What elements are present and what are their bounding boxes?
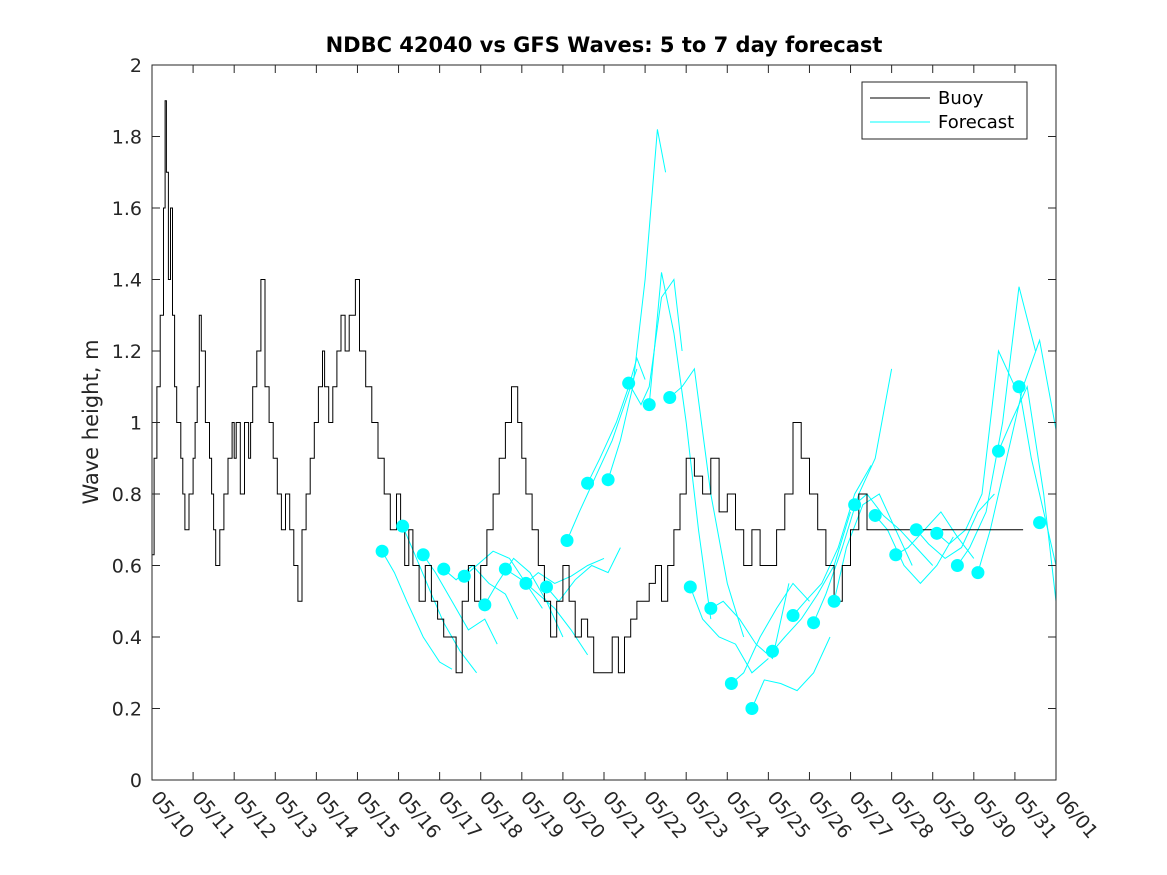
forecast-marker bbox=[991, 444, 1005, 458]
y-tick-label: 1.8 bbox=[112, 127, 142, 149]
forecast-marker bbox=[889, 548, 903, 562]
forecast-marker bbox=[416, 548, 430, 562]
forecast-marker bbox=[765, 644, 779, 658]
forecast-marker bbox=[622, 376, 636, 390]
forecast-marker bbox=[478, 598, 492, 612]
forecast-marker bbox=[396, 519, 410, 533]
y-axis-label: Wave height, m bbox=[79, 339, 103, 504]
y-axis: 0 0.2 0.4 0.6 0.8 1 1.2 1.4 1.6 1.8 2 bbox=[112, 55, 1056, 792]
forecast-line bbox=[956, 286, 1036, 566]
forecast-line bbox=[546, 547, 621, 603]
forecast-line bbox=[381, 550, 453, 670]
forecast-marker bbox=[1012, 380, 1026, 394]
forecast-marker bbox=[786, 609, 800, 623]
forecast-line bbox=[587, 356, 646, 484]
forecast-marker bbox=[642, 398, 656, 412]
y-tick-label: 0.2 bbox=[112, 699, 142, 721]
forecast-marker bbox=[663, 390, 677, 404]
forecast-marker bbox=[827, 594, 841, 608]
legend-forecast-label: Forecast bbox=[938, 112, 1014, 133]
forecast-line bbox=[936, 349, 1016, 545]
forecast-marker bbox=[1033, 516, 1047, 530]
forecast-line bbox=[751, 636, 831, 709]
y-tick-label: 1.4 bbox=[112, 270, 142, 292]
forecast-marker bbox=[539, 580, 553, 594]
forecast-marker bbox=[930, 526, 944, 540]
legend: Buoy Forecast bbox=[861, 81, 1028, 140]
buoy-line bbox=[152, 100, 1024, 674]
legend-buoy-label: Buoy bbox=[938, 88, 984, 109]
y-tick-label: 0.4 bbox=[112, 627, 142, 649]
forecast-marker bbox=[950, 559, 964, 572]
plot-area bbox=[152, 100, 1057, 715]
forecast-line bbox=[874, 515, 954, 585]
forecast-line bbox=[915, 493, 995, 560]
forecast-marker bbox=[704, 601, 718, 615]
forecast-marker bbox=[581, 476, 595, 490]
y-tick-label: 1.6 bbox=[112, 198, 142, 220]
forecast-marker bbox=[909, 523, 923, 537]
forecast-marker bbox=[971, 566, 985, 580]
forecast-line bbox=[422, 554, 498, 645]
forecast-marker bbox=[683, 580, 697, 594]
forecast-marker bbox=[848, 498, 862, 512]
forecast-marker bbox=[375, 544, 389, 558]
forecast-marker bbox=[807, 616, 821, 630]
forecast-line bbox=[977, 338, 1057, 573]
y-tick-label: 1 bbox=[130, 413, 142, 435]
forecast-line bbox=[607, 129, 667, 480]
forecast-line bbox=[854, 493, 934, 566]
forecast-line bbox=[669, 367, 745, 638]
y-tick-label: 1.2 bbox=[112, 341, 142, 363]
forecast-line bbox=[731, 582, 810, 684]
forecast-line bbox=[648, 272, 712, 620]
forecast-line bbox=[813, 368, 893, 623]
forecast-marker bbox=[560, 533, 574, 547]
y-tick-label: 0 bbox=[130, 770, 142, 792]
y-tick-label: 0.6 bbox=[112, 556, 142, 578]
y-tick-label: 0.8 bbox=[112, 484, 142, 506]
forecast-line bbox=[772, 511, 851, 652]
forecast-marker bbox=[601, 473, 615, 487]
forecast-marker bbox=[745, 702, 759, 715]
forecast-marker bbox=[519, 576, 533, 590]
forecast-line bbox=[484, 557, 564, 638]
y-tick-label: 2 bbox=[130, 55, 142, 77]
chart-title: NDBC 42040 vs GFS Waves: 5 to 7 day fore… bbox=[326, 33, 883, 57]
forecast-line bbox=[566, 368, 638, 541]
forecast-line bbox=[1018, 386, 1057, 566]
forecast-marker bbox=[457, 569, 471, 583]
forecast-marker bbox=[498, 562, 512, 576]
forecast-line bbox=[895, 511, 975, 559]
forecast-marker bbox=[724, 676, 738, 690]
forecast-line bbox=[689, 586, 769, 674]
forecast-marker bbox=[437, 562, 451, 576]
forecast-marker bbox=[868, 508, 882, 522]
legend-box bbox=[861, 81, 1028, 140]
